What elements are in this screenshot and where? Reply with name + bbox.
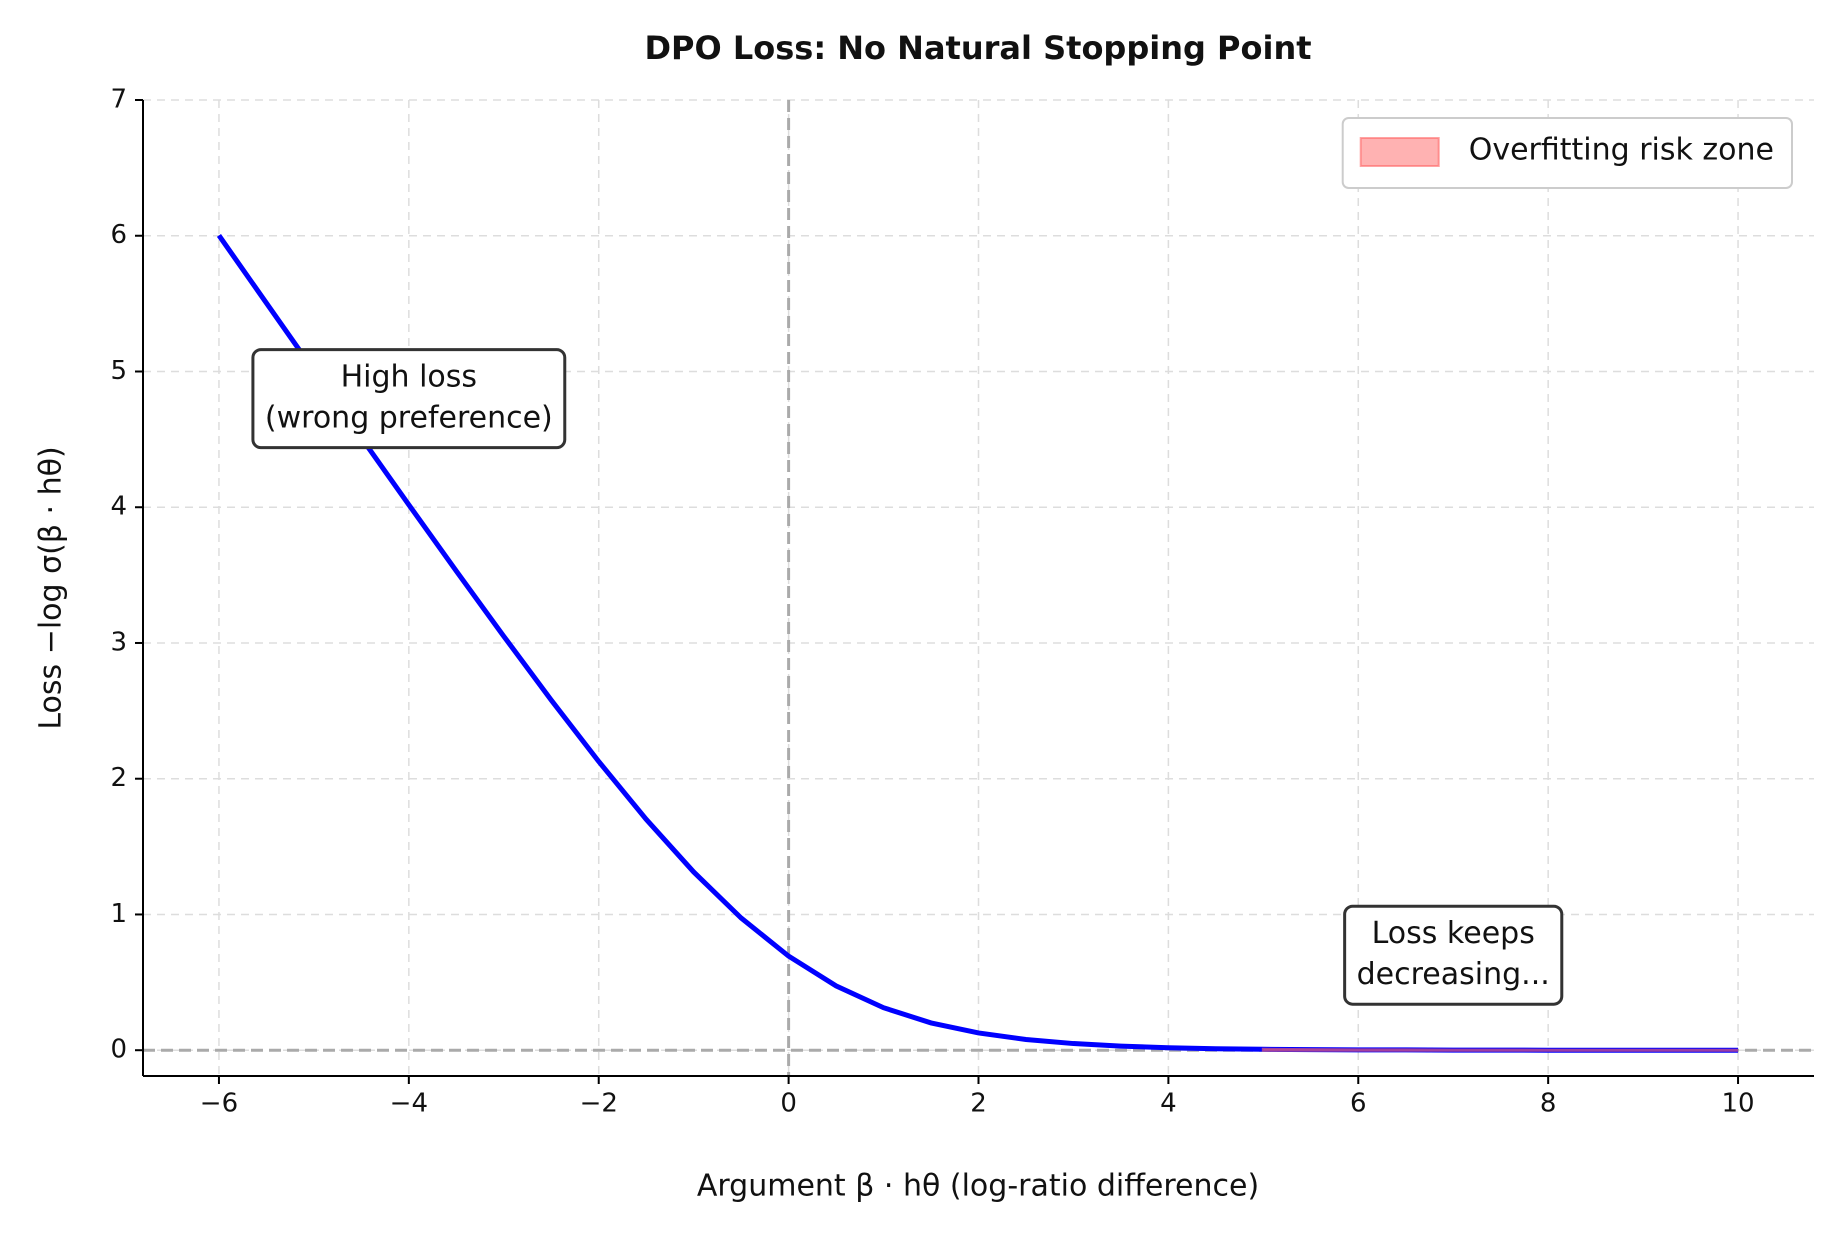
- y-tick-label: 4: [110, 492, 127, 522]
- risk-zone: [1261, 1047, 1739, 1052]
- x-axis-label: Argument β · hθ (log-ratio difference): [697, 1169, 1259, 1204]
- x-tick-label: 10: [1721, 1089, 1754, 1119]
- y-tick-label: 7: [110, 85, 127, 115]
- annotation: High loss (wrong preference): [251, 348, 567, 450]
- annotation-text: Loss keeps: [1372, 916, 1535, 951]
- y-tick-label: 0: [110, 1035, 127, 1065]
- x-tick-label: 4: [1160, 1089, 1177, 1119]
- x-tick-label: 6: [1350, 1089, 1367, 1119]
- legend-box: [1341, 117, 1793, 189]
- x-tick-label: 0: [780, 1089, 797, 1119]
- x-tick-label: 8: [1540, 1089, 1557, 1119]
- x-tick-label: 2: [970, 1089, 987, 1119]
- annotation-text: High loss: [341, 360, 477, 395]
- annotation-box: [251, 348, 567, 450]
- annotation-text: decreasing...: [1357, 957, 1550, 992]
- annotation-text: (wrong preference): [265, 401, 553, 436]
- y-tick-label: 3: [110, 627, 127, 657]
- y-tick-label: 1: [110, 899, 127, 929]
- x-tick-label: −4: [390, 1089, 428, 1119]
- annotation: Loss keeps decreasing...: [1343, 904, 1564, 1006]
- legend-swatch: [1359, 137, 1440, 167]
- chart-title: DPO Loss: No Natural Stopping Point: [644, 29, 1311, 67]
- legend-label: Overfitting risk zone: [1469, 133, 1774, 168]
- legend: Overfitting risk zone: [1341, 117, 1793, 189]
- y-tick-label: 6: [110, 220, 127, 250]
- y-axis-label: Loss −log σ(β · hθ): [34, 446, 69, 729]
- y-tick-label: 2: [110, 763, 127, 793]
- x-tick-label: −6: [200, 1089, 238, 1119]
- annotation-box: [1343, 904, 1564, 1006]
- x-tick-label: −2: [580, 1089, 618, 1119]
- y-tick-label: 5: [110, 356, 127, 386]
